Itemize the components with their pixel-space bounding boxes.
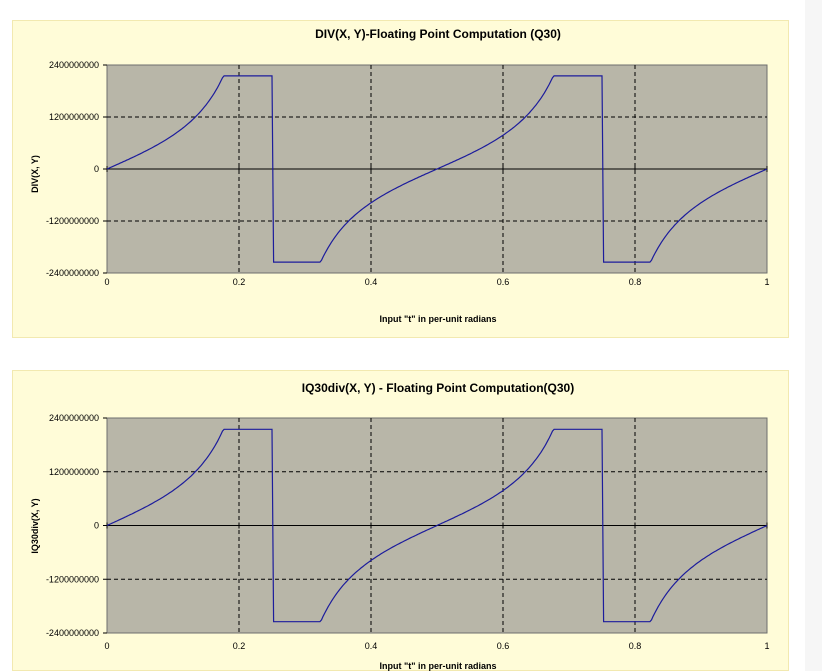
y-tick-label: -2400000000	[46, 268, 99, 278]
x-tick-label: 0.2	[233, 277, 246, 287]
chart-title: DIV(X, Y)-Floating Point Computation (Q3…	[315, 27, 561, 41]
x-tick-label: 0	[104, 277, 109, 287]
x-axis-title: Input "t" in per-unit radians	[379, 314, 496, 324]
x-tick-label: 1	[764, 277, 769, 287]
y-tick-label: 2400000000	[49, 60, 99, 70]
x-tick-label: 0.4	[365, 641, 378, 651]
chart-panel-iq30div: IQ30div(X, Y) - Floating Point Computati…	[12, 370, 789, 671]
chart-title: IQ30div(X, Y) - Floating Point Computati…	[302, 381, 574, 395]
x-tick-label: 0.4	[365, 277, 378, 287]
y-tick-label: 1200000000	[49, 112, 99, 122]
x-tick-label: 0.8	[629, 641, 642, 651]
plot-area	[103, 64, 768, 274]
window-edge	[805, 0, 822, 671]
y-axis-title: IQ30div(X, Y)	[30, 498, 40, 553]
y-tick-label: -1200000000	[46, 216, 99, 226]
y-tick-label: 2400000000	[49, 413, 99, 423]
x-tick-label: 0.6	[497, 277, 510, 287]
x-tick-label: 0.2	[233, 641, 246, 651]
y-tick-label: 0	[94, 164, 99, 174]
y-axis-title: DIV(X, Y)	[30, 155, 40, 193]
plot-area	[103, 417, 768, 634]
chart-panel-div: DIV(X, Y)-Floating Point Computation (Q3…	[12, 20, 789, 338]
y-tick-label: 1200000000	[49, 467, 99, 477]
chart-iq30div: IQ30div(X, Y) - Floating Point Computati…	[30, 381, 770, 671]
y-tick-label: -2400000000	[46, 628, 99, 638]
x-tick-label: 0.8	[629, 277, 642, 287]
x-tick-label: 0	[104, 641, 109, 651]
x-tick-label: 1	[764, 641, 769, 651]
series-line	[106, 428, 768, 623]
x-axis-title: Input "t" in per-unit radians	[379, 661, 496, 671]
chart-div: DIV(X, Y)-Floating Point Computation (Q3…	[30, 27, 770, 324]
series-line	[106, 75, 768, 263]
y-tick-label: 0	[94, 521, 99, 531]
y-tick-label: -1200000000	[46, 574, 99, 584]
x-tick-label: 0.6	[497, 641, 510, 651]
